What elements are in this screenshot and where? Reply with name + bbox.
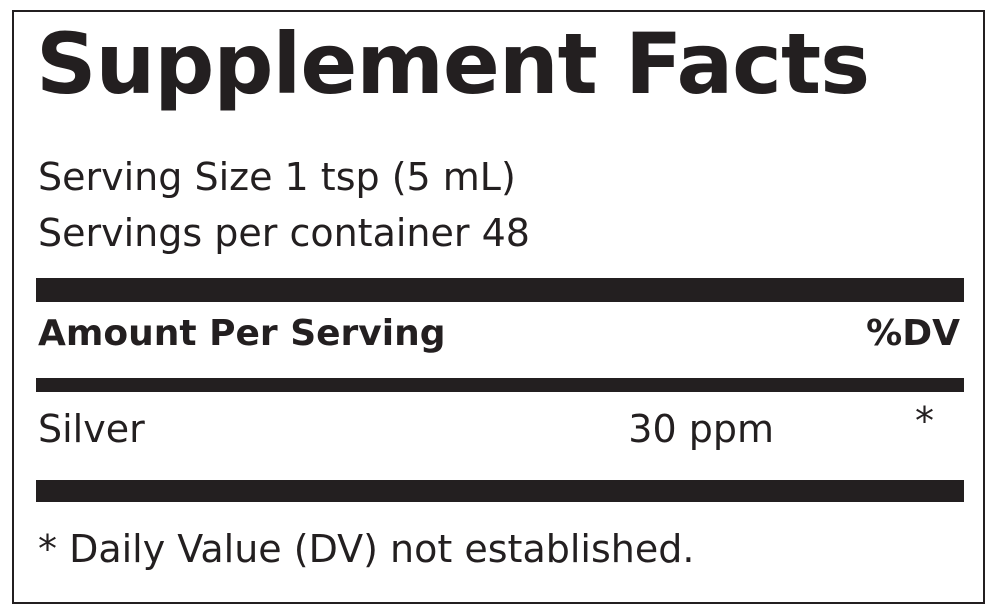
supplement-facts-panel [12,10,985,604]
ingredient-name: Silver [38,407,145,451]
footnote: * Daily Value (DV) not established. [38,527,695,571]
ingredient-dv: * [915,399,934,443]
dv-header: %DV [866,313,960,354]
ingredient-amount: 30 ppm [628,407,774,451]
thick-divider [36,278,964,302]
panel-title: Supplement Facts [36,15,870,113]
amount-per-serving-header: Amount Per Serving [38,313,446,354]
servings-per-container: Servings per container 48 [38,211,530,255]
thick-divider [36,480,964,502]
serving-size: Serving Size 1 tsp (5 mL) [38,155,516,199]
divider [36,378,964,392]
